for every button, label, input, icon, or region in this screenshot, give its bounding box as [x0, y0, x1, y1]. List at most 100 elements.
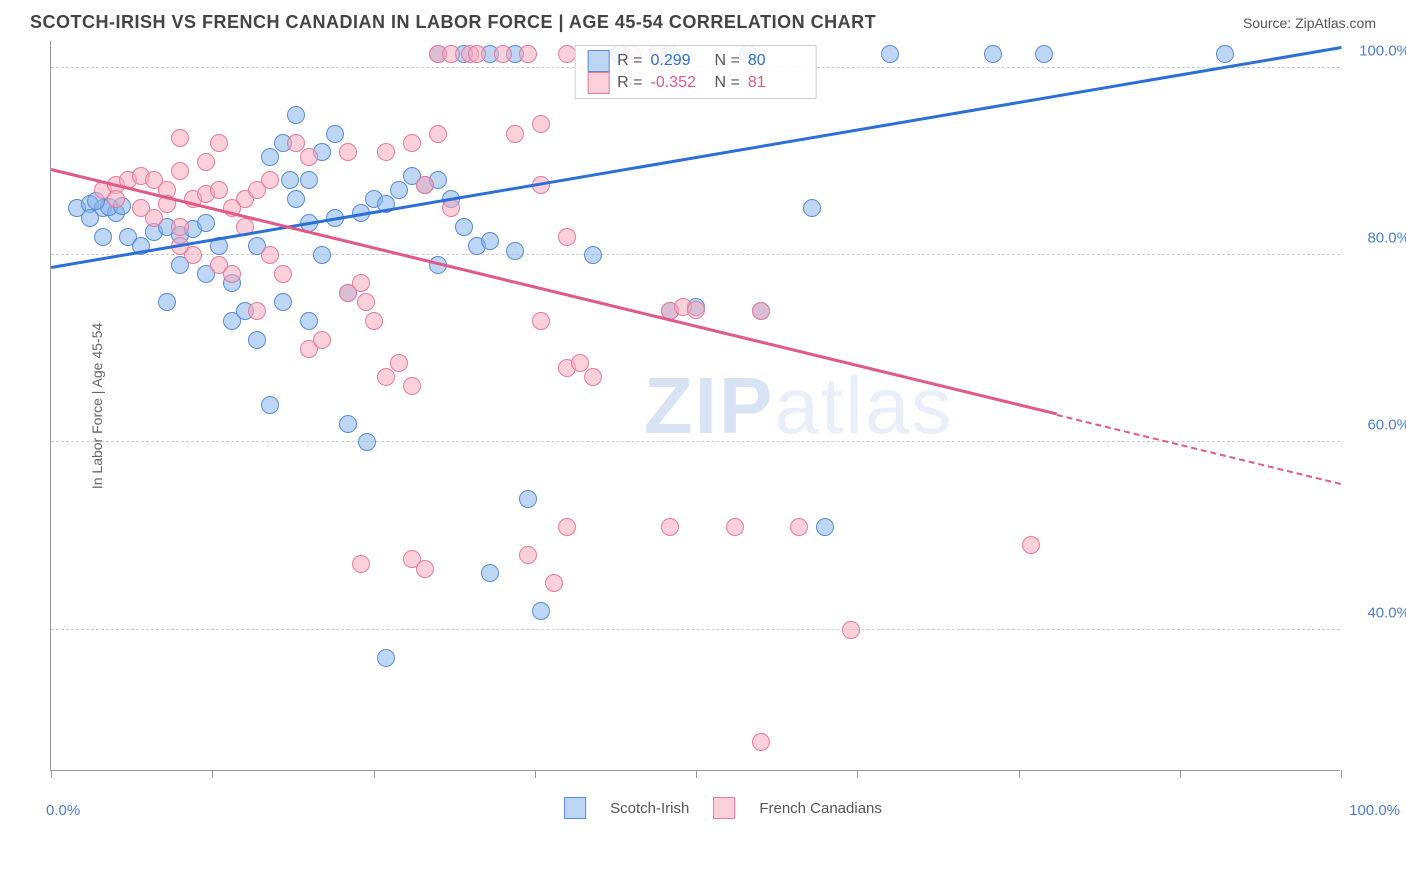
scatter-point: [377, 649, 395, 667]
scatter-point: [661, 518, 679, 536]
stat-r-value: 0.299: [651, 52, 707, 70]
scatter-point: [81, 209, 99, 227]
scatter-point: [752, 733, 770, 751]
scatter-point: [365, 312, 383, 330]
scatter-point: [197, 214, 215, 232]
scatter-point: [158, 293, 176, 311]
x-axis-end-label: 100.0%: [1349, 802, 1400, 819]
scatter-point: [300, 312, 318, 330]
scatter-point: [726, 518, 744, 536]
trend-line: [1057, 414, 1341, 485]
scatter-point: [210, 181, 228, 199]
scatter-point: [210, 134, 228, 152]
scatter-point: [300, 148, 318, 166]
scatter-point: [584, 246, 602, 264]
legend-label: Scotch-Irish: [610, 800, 689, 817]
scatter-point: [481, 564, 499, 582]
scatter-point: [506, 125, 524, 143]
x-tick: [1341, 770, 1342, 778]
scatter-point: [390, 354, 408, 372]
scatter-point: [94, 228, 112, 246]
legend-label: French Canadians: [759, 800, 882, 817]
scatter-point: [352, 555, 370, 573]
scatter-point: [274, 293, 292, 311]
scatter-point: [287, 134, 305, 152]
x-tick: [212, 770, 213, 778]
x-tick: [374, 770, 375, 778]
chart-header: SCOTCH-IRISH VS FRENCH CANADIAN IN LABOR…: [0, 0, 1406, 41]
y-axis-title: In Labor Force | Age 45-54: [89, 323, 105, 489]
scatter-point: [107, 190, 125, 208]
scatter-point: [532, 602, 550, 620]
legend-swatch: [564, 797, 586, 819]
scatter-point: [506, 242, 524, 260]
stats-row: R = -0.352 N = 81: [587, 72, 804, 94]
scatter-point: [377, 368, 395, 386]
x-tick: [696, 770, 697, 778]
chart-source: Source: ZipAtlas.com: [1243, 15, 1376, 31]
stat-n-label: N =: [715, 52, 740, 70]
scatter-point: [558, 518, 576, 536]
scatter-point: [403, 134, 421, 152]
gridline: [51, 254, 1340, 255]
scatter-point: [803, 199, 821, 217]
x-axis-start-label: 0.0%: [46, 802, 80, 819]
stat-r-value: -0.352: [651, 74, 707, 92]
scatter-point: [171, 218, 189, 236]
chart-title: SCOTCH-IRISH VS FRENCH CANADIAN IN LABOR…: [30, 12, 876, 33]
scatter-point: [223, 265, 241, 283]
scatter-point: [416, 560, 434, 578]
x-tick: [857, 770, 858, 778]
scatter-point: [248, 302, 266, 320]
scatter-point: [197, 153, 215, 171]
watermark: ZIPatlas: [644, 360, 953, 452]
scatter-point: [558, 228, 576, 246]
scatter-point: [339, 415, 357, 433]
stat-n-value: 81: [748, 74, 804, 92]
scatter-point: [171, 162, 189, 180]
scatter-point: [171, 129, 189, 147]
scatter-point: [532, 312, 550, 330]
scatter-point: [390, 181, 408, 199]
scatter-point: [468, 45, 486, 63]
watermark-bold: ZIP: [644, 361, 774, 450]
x-tick: [535, 770, 536, 778]
y-tick-label: 60.0%: [1367, 417, 1406, 434]
scatter-point: [145, 209, 163, 227]
scatter-point: [519, 490, 537, 508]
scatter-point: [455, 218, 473, 236]
scatter-point: [816, 518, 834, 536]
scatter-point: [287, 106, 305, 124]
scatter-point: [339, 143, 357, 161]
x-tick: [1019, 770, 1020, 778]
gridline: [51, 441, 1340, 442]
scatter-point: [842, 621, 860, 639]
scatter-point: [1022, 536, 1040, 554]
plot-area: ZIPatlas R =0.299N =80R =-0.352N =81 40.…: [50, 41, 1340, 771]
scatter-point: [358, 433, 376, 451]
scatter-point: [1035, 45, 1053, 63]
scatter-point: [248, 331, 266, 349]
y-tick-label: 100.0%: [1359, 43, 1406, 60]
scatter-point: [881, 45, 899, 63]
scatter-point: [584, 368, 602, 386]
scatter-point: [984, 45, 1002, 63]
stat-r-label: R =: [617, 52, 642, 70]
legend-swatch: [587, 50, 609, 72]
scatter-point: [481, 232, 499, 250]
x-tick: [51, 770, 52, 778]
watermark-light: atlas: [774, 361, 953, 450]
scatter-point: [545, 574, 563, 592]
stats-row: R =0.299N =80: [587, 50, 804, 72]
scatter-point: [416, 176, 434, 194]
scatter-point: [377, 143, 395, 161]
legend-swatch: [587, 72, 609, 94]
stat-r-label: R =: [617, 74, 642, 92]
scatter-point: [790, 518, 808, 536]
stat-n-label: N =: [715, 74, 740, 92]
correlation-stats-box: R =0.299N =80R =-0.352N =81: [574, 45, 817, 99]
trend-line: [51, 168, 1058, 415]
scatter-point: [261, 148, 279, 166]
scatter-point: [519, 45, 537, 63]
scatter-point: [494, 45, 512, 63]
